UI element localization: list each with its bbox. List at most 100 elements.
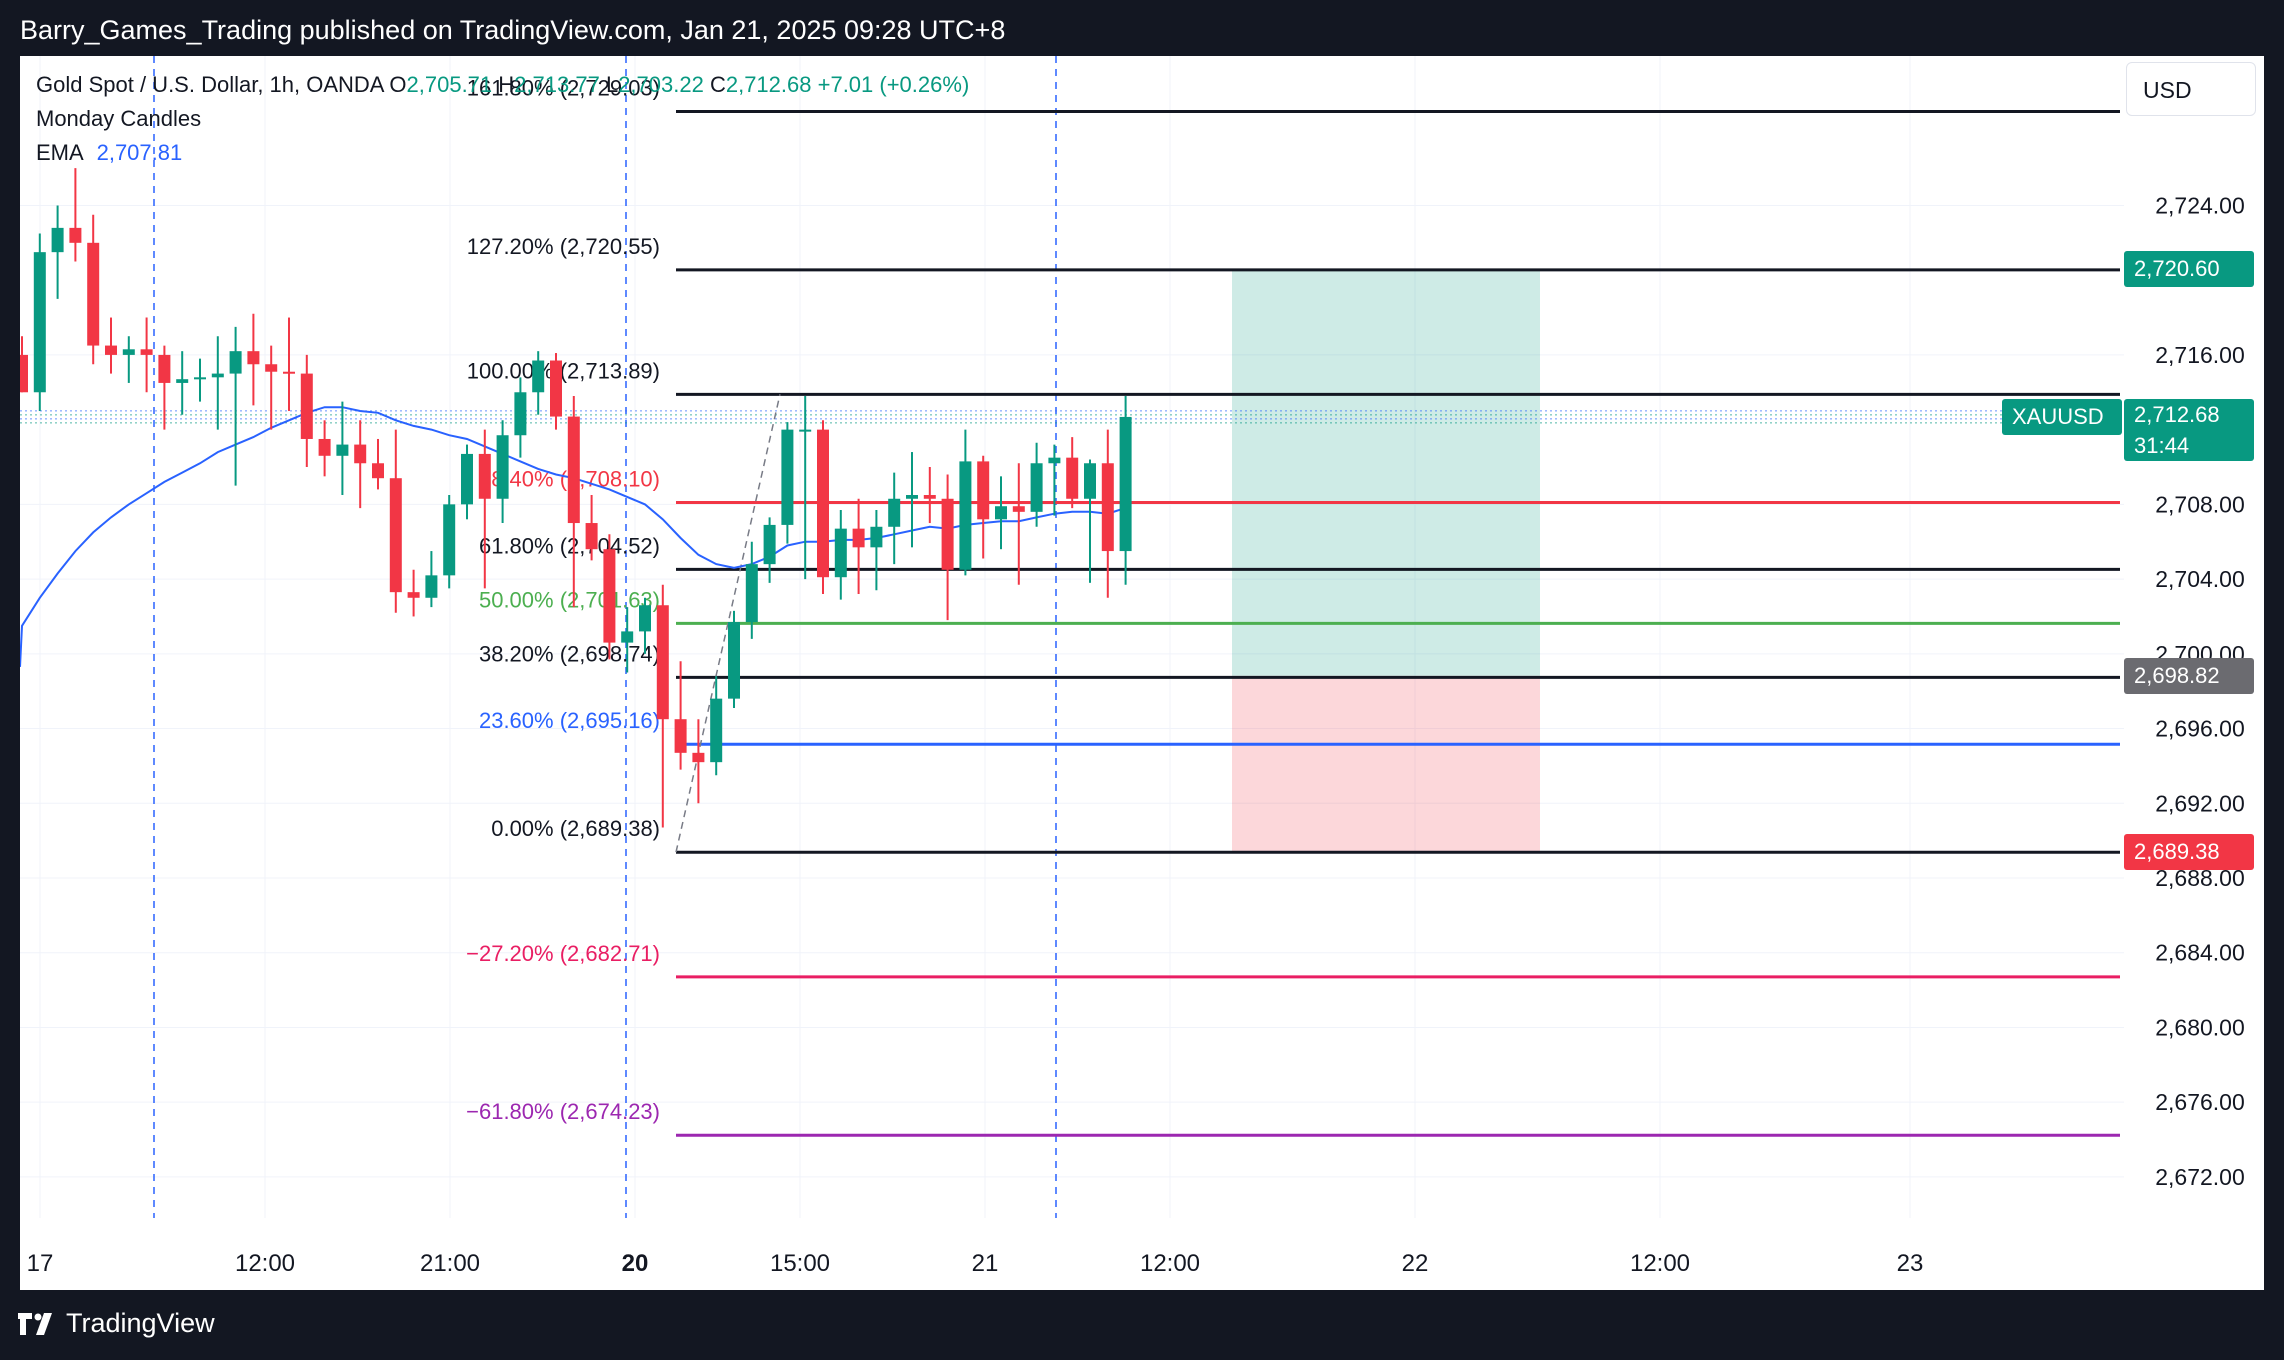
candle-body[interactable]: [941, 498, 954, 570]
price-axis-label: 2,696.00: [2155, 716, 2245, 742]
candle-body[interactable]: [478, 453, 491, 499]
candle-body[interactable]: [674, 719, 687, 753]
indicator-monday-candles[interactable]: Monday Candles: [36, 106, 202, 131]
ohlc-c-label: C: [709, 72, 726, 97]
candle-body[interactable]: [550, 360, 562, 417]
candle-body[interactable]: [656, 605, 669, 720]
price-axis-label: 2,684.00: [2155, 940, 2245, 966]
candle-body[interactable]: [194, 377, 206, 380]
price-tag: XAUUSD: [2002, 398, 2122, 435]
candle-body[interactable]: [923, 495, 936, 499]
fib-level-label: −27.20% (2,682.71): [466, 941, 660, 966]
candle-body[interactable]: [728, 622, 740, 699]
fib-level-label: 61.80% (2,704.52): [479, 533, 660, 558]
position-stop-zone[interactable]: [1232, 675, 1540, 853]
ohlc-l-label: L: [605, 72, 619, 97]
price-tag-value: 2,712.68: [2134, 401, 2220, 427]
candle-body[interactable]: [140, 349, 153, 355]
candle-body[interactable]: [372, 463, 384, 479]
candle-body[interactable]: [852, 528, 865, 548]
price-axis-label: 2,676.00: [2155, 1089, 2245, 1115]
candle-body[interactable]: [158, 354, 171, 383]
candle-body[interactable]: [977, 461, 990, 520]
ohlc-o-label: O: [389, 72, 407, 97]
ohlc-high: 2,713.77: [514, 72, 600, 97]
price-tag-value: 2,698.82: [2134, 662, 2220, 688]
candle-body[interactable]: [639, 605, 651, 632]
candle-body[interactable]: [1101, 463, 1114, 552]
candle-body[interactable]: [585, 523, 598, 550]
candle-body[interactable]: [621, 631, 634, 643]
candle-body[interactable]: [745, 564, 758, 623]
candle-body[interactable]: [229, 351, 242, 374]
candle-body[interactable]: [176, 379, 189, 383]
candle-body[interactable]: [211, 373, 224, 378]
candle-body[interactable]: [247, 351, 260, 365]
candle-body[interactable]: [906, 495, 918, 499]
publish-text: Barry_Games_Trading published on Trading…: [20, 15, 1006, 45]
candle-body[interactable]: [354, 444, 367, 464]
candle-body[interactable]: [461, 453, 473, 505]
time-axis-label: 21: [972, 1250, 999, 1277]
fib-level-label: 38.20% (2,698.74): [479, 641, 660, 666]
candle-body[interactable]: [265, 364, 278, 372]
candle-body[interactable]: [1084, 463, 1096, 499]
candle-body[interactable]: [781, 429, 794, 525]
candle-body[interactable]: [496, 435, 509, 499]
candle-body[interactable]: [389, 478, 402, 593]
chart-canvas[interactable]: 161.80% (2,729.03) 127.20% (2,720.55) 100.…: [20, 56, 2264, 1290]
candle-body[interactable]: [51, 227, 64, 253]
candle-body[interactable]: [1030, 463, 1043, 512]
candle-body[interactable]: [1012, 506, 1025, 512]
candle-body[interactable]: [425, 575, 438, 598]
candle-body[interactable]: [300, 373, 313, 439]
position-target-zone[interactable]: [1232, 268, 1540, 676]
footer-bar: TradingView: [0, 1290, 2284, 1360]
price-tag-countdown: 31:44: [2134, 432, 2190, 458]
candle-body[interactable]: [817, 429, 829, 578]
candle-body[interactable]: [995, 506, 1007, 520]
candle-body[interactable]: [532, 360, 545, 393]
symbol-name[interactable]: Gold Spot / U.S. Dollar, 1h, OANDA: [36, 72, 384, 97]
candle-body[interactable]: [603, 549, 616, 643]
time-axis-label: 12:00: [1630, 1250, 1690, 1277]
candle-body[interactable]: [20, 354, 28, 393]
candle-body[interactable]: [407, 592, 420, 598]
candle-body[interactable]: [834, 528, 847, 578]
candle-body[interactable]: [710, 698, 723, 763]
fib-level-label: 161.80% (2,729.03): [467, 75, 660, 100]
candle-body[interactable]: [799, 429, 812, 432]
candle-body[interactable]: [69, 227, 82, 243]
ema-value: 2,707.81: [96, 140, 183, 165]
candle-body[interactable]: [692, 752, 705, 763]
price-axis-label: 2,724.00: [2155, 192, 2245, 218]
fib-level-label: 0.00% (2,689.38): [491, 816, 660, 841]
candle-body[interactable]: [567, 416, 580, 524]
candle-body[interactable]: [959, 461, 972, 570]
candle-body[interactable]: [1119, 416, 1132, 552]
candle-body[interactable]: [888, 498, 901, 527]
price-axis-label: 2,716.00: [2155, 342, 2245, 368]
time-axis-label: 20: [622, 1250, 649, 1277]
currency-button[interactable]: USD: [2126, 62, 2256, 116]
candle-body[interactable]: [763, 524, 776, 565]
candle-body[interactable]: [1048, 457, 1061, 464]
indicator-ema[interactable]: EMA 2,707.81: [36, 136, 969, 170]
candle-body[interactable]: [318, 438, 331, 456]
candle-body[interactable]: [105, 345, 117, 355]
candle-body[interactable]: [443, 504, 456, 576]
price-axis-label: 2,680.00: [2155, 1014, 2245, 1040]
candle-body[interactable]: [514, 392, 527, 436]
ohlc-change: +7.01 (+0.26%): [817, 72, 970, 97]
candle-body[interactable]: [87, 242, 100, 346]
price-axis-label: 2,692.00: [2155, 790, 2245, 816]
fib-level-label: −61.80% (2,674.23): [466, 1099, 660, 1124]
candle-body[interactable]: [1066, 457, 1079, 499]
candle-body[interactable]: [33, 252, 46, 393]
candle-body[interactable]: [122, 349, 135, 355]
fib-level-label: 50.00% (2,701.63): [479, 587, 660, 612]
candle-body[interactable]: [336, 444, 349, 456]
candle-body[interactable]: [283, 371, 295, 374]
tradingview-logo[interactable]: TradingView: [18, 1308, 215, 1339]
candle-body[interactable]: [870, 526, 883, 548]
